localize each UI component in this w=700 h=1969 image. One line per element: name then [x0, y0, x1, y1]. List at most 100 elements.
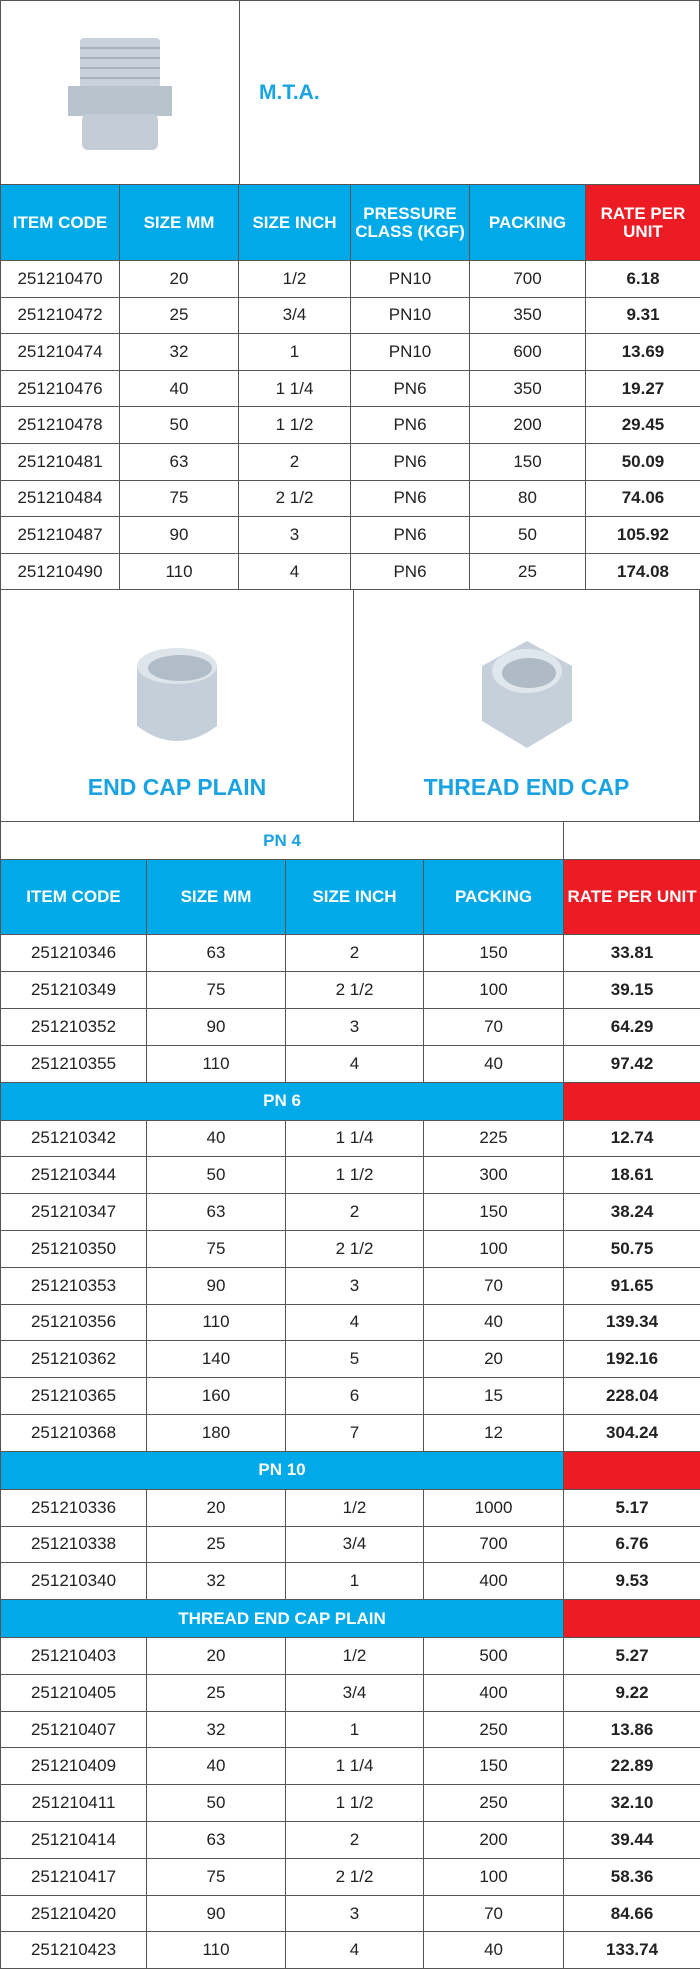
table-cell: 5.17 [564, 1489, 700, 1526]
table-cell: 50 [470, 517, 586, 554]
section-end [564, 822, 700, 860]
table-cell: 3/4 [286, 1674, 424, 1711]
column-header: SIZE MM [120, 185, 239, 261]
table-cell: 1 [286, 1711, 424, 1748]
table-cell: PN6 [351, 443, 470, 480]
table-cell: 251210476 [1, 370, 120, 407]
table-cell: 6.76 [564, 1526, 700, 1563]
table-cell: 63 [147, 1194, 286, 1231]
table-cell: 251210349 [1, 972, 147, 1009]
table-cell: 84.66 [564, 1895, 700, 1932]
table-cell: 22.89 [564, 1748, 700, 1785]
table-cell: 139.34 [564, 1304, 700, 1341]
table-cell: 15 [424, 1378, 564, 1415]
table-cell: 251210344 [1, 1157, 147, 1194]
table-cell: 251210423 [1, 1932, 147, 1969]
table-cell: 150 [424, 935, 564, 972]
section-title: PN 6 [1, 1082, 564, 1120]
table-cell: 63 [120, 443, 239, 480]
table-cell: 5.27 [564, 1638, 700, 1675]
table-cell: 110 [120, 553, 239, 590]
table-cell: 3 [286, 1267, 424, 1304]
table-cell: 40 [424, 1045, 564, 1082]
table-cell: 251210414 [1, 1822, 147, 1859]
end-cap-icon [122, 636, 232, 756]
table-cell: 32.10 [564, 1785, 700, 1822]
table-cell: 251210487 [1, 517, 120, 554]
table-cell: 40 [424, 1304, 564, 1341]
table-cell: 192.16 [564, 1341, 700, 1378]
table-cell: 97.42 [564, 1045, 700, 1082]
table-cell: 12 [424, 1414, 564, 1451]
table-cell: 251210356 [1, 1304, 147, 1341]
table-cell: 20 [424, 1341, 564, 1378]
table-cell: 4 [239, 553, 351, 590]
table-cell: 18.61 [564, 1157, 700, 1194]
table-cell: 50 [147, 1157, 286, 1194]
table-cell: 90 [120, 517, 239, 554]
page: M.T.A. ITEM CODESIZE MMSIZE INCHPRESSURE… [0, 0, 700, 1969]
table-cell: 33.81 [564, 935, 700, 972]
table-cell: 20 [147, 1489, 286, 1526]
table-cell: 50 [120, 407, 239, 444]
table-cell: 39.44 [564, 1822, 700, 1859]
table-cell: 251210365 [1, 1378, 147, 1415]
table-cell: 251210347 [1, 1194, 147, 1231]
table-cell: 29.45 [586, 407, 700, 444]
table-cell: 251210352 [1, 1008, 147, 1045]
table-cell: 2 1/2 [286, 1858, 424, 1895]
table-cell: 251210409 [1, 1748, 147, 1785]
table-cell: 200 [470, 407, 586, 444]
table-cell: 350 [470, 297, 586, 334]
table-cell: 110 [147, 1304, 286, 1341]
table-cell: 4 [286, 1304, 424, 1341]
table-cell: 600 [470, 334, 586, 371]
table-cell: 63 [147, 1822, 286, 1859]
table-cell: 110 [147, 1045, 286, 1082]
table-cell: 4 [286, 1932, 424, 1969]
table-cell: 2 1/2 [239, 480, 351, 517]
section-row: PN 6 [1, 1082, 700, 1120]
table-cell: 75 [147, 1230, 286, 1267]
table-cell: 58.36 [564, 1858, 700, 1895]
table-cell: 1/2 [239, 261, 351, 298]
table-cell: 40 [120, 370, 239, 407]
table-cell: 90 [147, 1895, 286, 1932]
table-cell: 7 [286, 1414, 424, 1451]
column-header: ITEM CODE [1, 860, 147, 935]
table-cell: 251210417 [1, 1858, 147, 1895]
table-cell: 32 [147, 1711, 286, 1748]
table-cell: PN6 [351, 480, 470, 517]
table-cell: 90 [147, 1267, 286, 1304]
section-title: THREAD END CAP PLAIN [1, 1600, 564, 1638]
table-cell: 304.24 [564, 1414, 700, 1451]
table-cell: 251210338 [1, 1526, 147, 1563]
table-cell: 1 1/2 [286, 1157, 424, 1194]
section-end [564, 1082, 700, 1120]
table-cell: 6.18 [586, 261, 700, 298]
table-cell: 40 [424, 1932, 564, 1969]
table-cell: 70 [424, 1267, 564, 1304]
table-cell: PN6 [351, 407, 470, 444]
table-cell: 9.22 [564, 1674, 700, 1711]
table-cell: 251210420 [1, 1895, 147, 1932]
